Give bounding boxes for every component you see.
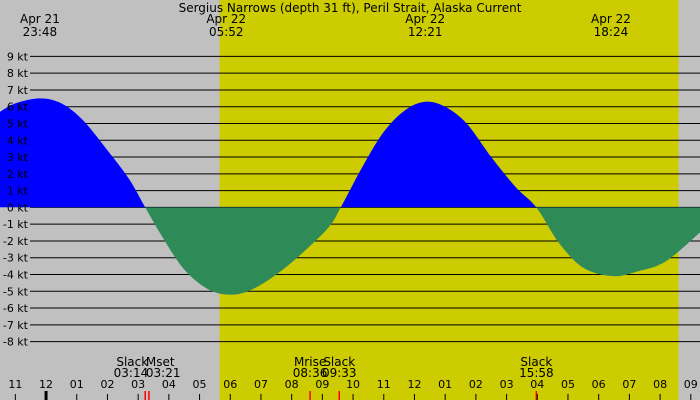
event-name-label: Slack xyxy=(520,355,552,369)
y-tick-label: 5 kt xyxy=(7,118,29,131)
y-tick-label: 3 kt xyxy=(7,151,29,164)
x-tick-label: 07 xyxy=(622,378,636,391)
top-date-label: Apr 22 xyxy=(591,12,631,26)
y-tick-label: -8 kt xyxy=(3,336,29,349)
x-tick-label: 07 xyxy=(254,378,268,391)
event-name-label: Slack xyxy=(116,355,148,369)
x-tick-label: 04 xyxy=(530,378,544,391)
x-tick-label: 10 xyxy=(346,378,360,391)
top-date-label: Apr 21 xyxy=(20,12,60,26)
y-tick-label: 6 kt xyxy=(7,101,29,114)
top-time-label: 12:21 xyxy=(408,25,443,39)
x-axis: 11 12 01 02 03 04 05 06 07 08 09 10 11 12 01 02 03 04 05 06… xyxy=(8,378,698,400)
y-tick-label: 0 kt xyxy=(7,201,29,214)
x-tick-label: 05 xyxy=(193,378,207,391)
x-tick-label: 02 xyxy=(469,378,483,391)
top-date-label: Apr 22 xyxy=(206,12,246,26)
ebb-area xyxy=(0,207,700,295)
x-tick-label: 12 xyxy=(39,378,53,391)
x-tick-label: 04 xyxy=(162,378,176,391)
y-tick-label: -1 kt xyxy=(3,218,29,231)
y-tick-label: -3 kt xyxy=(3,252,29,265)
x-tick-label: 06 xyxy=(592,378,606,391)
y-tick-label: 7 kt xyxy=(7,84,29,97)
top-time-label: 05:52 xyxy=(209,25,244,39)
x-tick-label: 02 xyxy=(100,378,114,391)
y-tick-label: 8 kt xyxy=(7,67,29,80)
y-axis-labels: 9 kt 8 kt 7 kt 6 kt 5 kt 4 kt 3 kt 2 kt 1 kt 0 kt… xyxy=(3,50,29,348)
x-tick-label: 09 xyxy=(315,378,329,391)
current-areas xyxy=(0,98,700,295)
y-tick-label: -6 kt xyxy=(3,302,29,315)
x-tick-label: 08 xyxy=(653,378,667,391)
x-tick-label: 11 xyxy=(8,378,22,391)
y-tick-label: 9 kt xyxy=(7,50,29,63)
x-tick-label: 06 xyxy=(223,378,237,391)
y-tick-label: 4 kt xyxy=(7,134,29,147)
x-tick-label: 12 xyxy=(407,378,421,391)
y-tick-label: -4 kt xyxy=(3,269,29,282)
event-name-label: Mrise xyxy=(294,355,326,369)
x-tick-label: 01 xyxy=(438,378,452,391)
x-tick-label: 01 xyxy=(70,378,84,391)
y-tick-label: -5 kt xyxy=(3,285,29,298)
y-tick-label: -2 kt xyxy=(3,235,29,248)
event-labels: Slack03:14Mset03:21Mrise08:36Slack09:33S… xyxy=(114,355,554,400)
x-tick-label: 05 xyxy=(561,378,575,391)
x-tick-label: 08 xyxy=(285,378,299,391)
event-time-label: 08:36 xyxy=(293,366,328,380)
chart-title: Sergius Narrows (depth 31 ft), Peril Str… xyxy=(179,1,522,15)
event-time-label: 03:14 xyxy=(114,366,149,380)
event-name-label: Slack xyxy=(323,355,355,369)
top-date-label: Apr 22 xyxy=(405,12,445,26)
x-tick-label: 09 xyxy=(684,378,698,391)
event-name-label: Mset xyxy=(146,355,175,369)
y-tick-label: -7 kt xyxy=(3,319,29,332)
y-tick-label: 2 kt xyxy=(7,168,29,181)
x-tick-label: 11 xyxy=(377,378,391,391)
y-tick-label: 1 kt xyxy=(7,185,29,198)
event-time-label: 15:58 xyxy=(519,366,554,380)
event-time-label: 09:33 xyxy=(322,366,357,380)
x-tick-label: 03 xyxy=(500,378,514,391)
top-time-label: 18:24 xyxy=(594,25,629,39)
flood-area xyxy=(0,98,537,208)
top-time-label: 23:48 xyxy=(23,25,58,39)
event-time-label: 03:21 xyxy=(146,366,181,380)
x-tick-label: 03 xyxy=(131,378,145,391)
